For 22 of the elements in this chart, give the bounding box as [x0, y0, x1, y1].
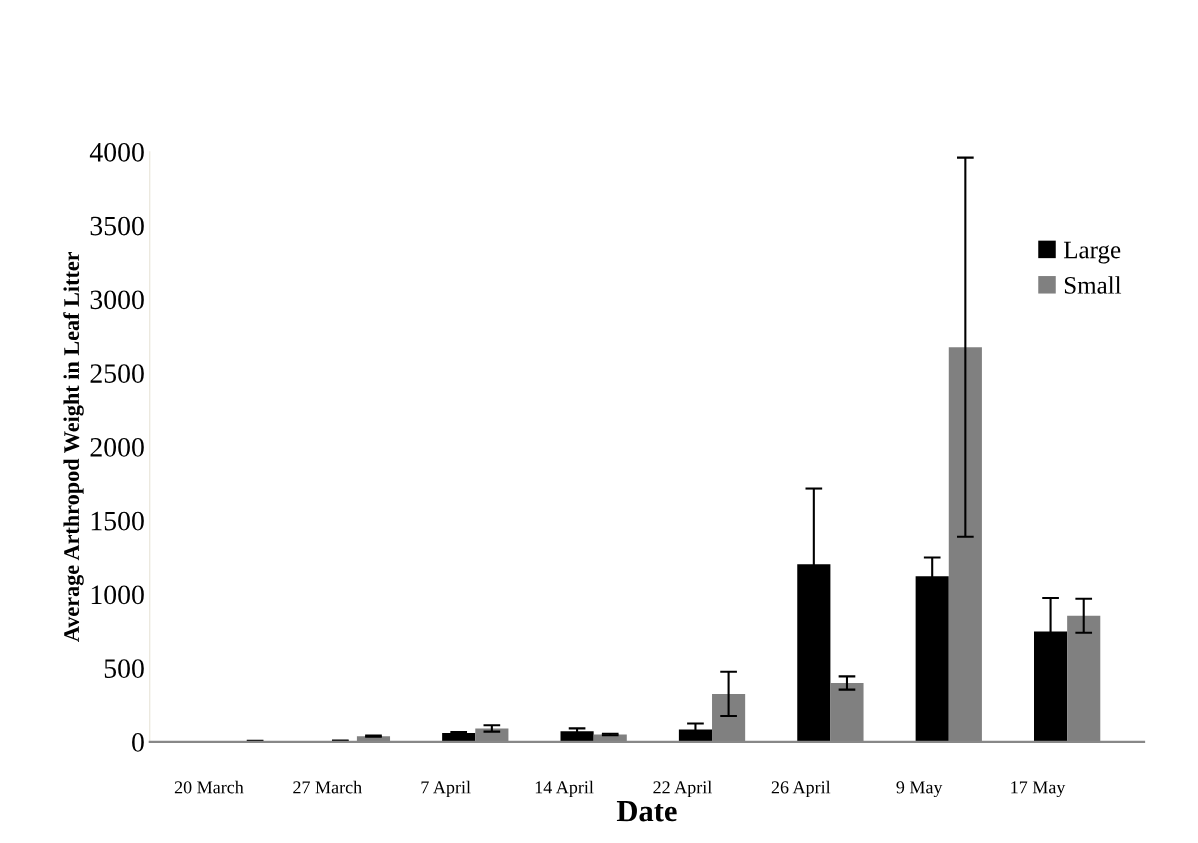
y-tick-label: 1500	[91, 511, 144, 531]
x-axis-title: Date	[616, 801, 677, 822]
legend-label: Small	[1064, 276, 1122, 294]
x-tick-label: 17 May	[1011, 781, 1066, 798]
y-tick-label: 3000	[90, 290, 144, 310]
bar	[678, 729, 713, 742]
y-tick-label: 0	[132, 733, 144, 752]
x-tick-label: 7 April	[421, 780, 471, 798]
x-tick-label: 20 March	[174, 780, 244, 794]
y-tick-label: 2500	[90, 364, 144, 383]
y-axis-title: Average Arthropod Weight in Leaf Litter	[63, 251, 84, 642]
x-tick-label: 26 April	[771, 780, 831, 798]
y-tick-label: 500	[104, 659, 144, 678]
x-tick-label: 22 April	[653, 780, 712, 798]
x-tick-label: 27 March	[293, 780, 362, 794]
x-tick-label: 9 May	[896, 781, 943, 798]
y-tick-label: 4000	[89, 142, 144, 162]
y-tick-label: 3500	[90, 216, 144, 236]
legend-label: Large	[1063, 241, 1121, 264]
x-tick-label: 14 April	[535, 780, 594, 798]
y-tick-label: 1000	[91, 585, 144, 605]
y-tick-label: 2000	[90, 437, 144, 457]
